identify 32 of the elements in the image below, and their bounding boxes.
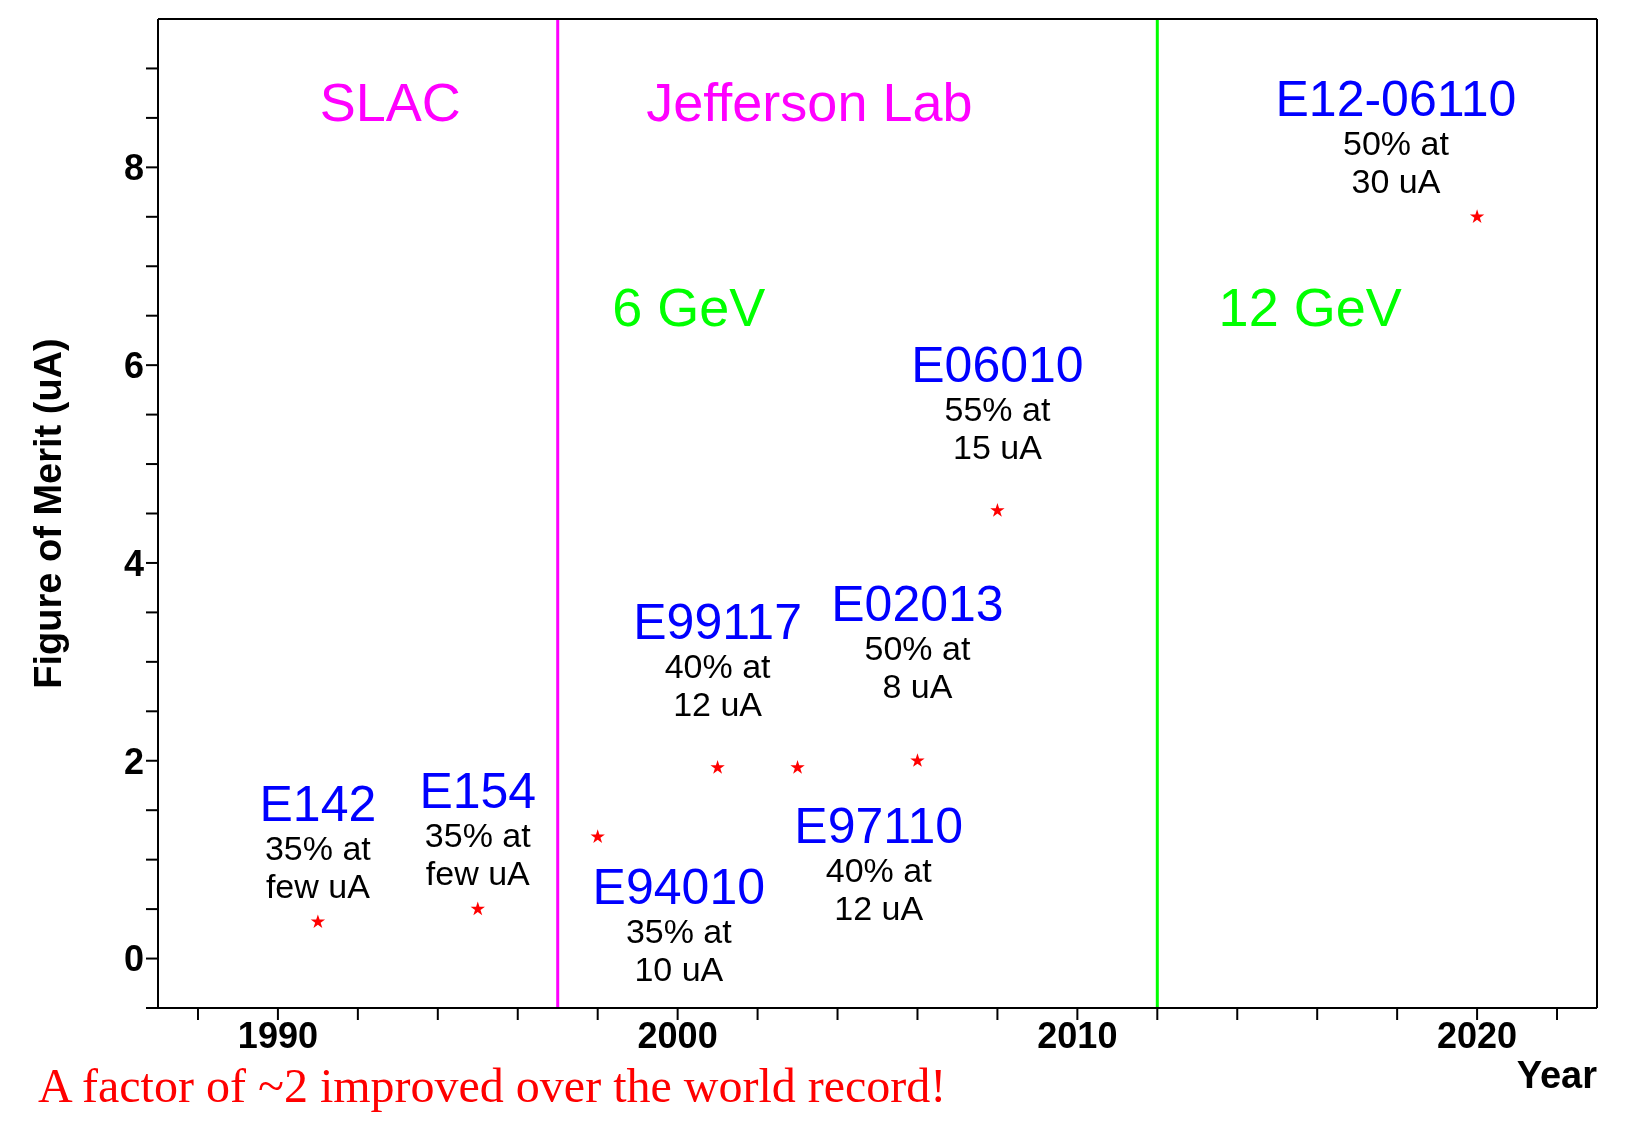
point (470, 901, 485, 916)
point (590, 829, 605, 844)
y-tick-label: 2 (123, 740, 144, 782)
x-tick-label: 2020 (1437, 1014, 1518, 1056)
point (910, 753, 925, 767)
annotation: E02013 50% at 8 uA (831, 575, 1004, 705)
x-tick-label: 2000 (637, 1014, 718, 1056)
annotation: SLAC (319, 72, 461, 133)
point (990, 502, 1005, 517)
y-tick-label: 6 (123, 344, 144, 386)
annotation: E142 35% at few uA (259, 776, 377, 906)
point (310, 914, 326, 929)
x-tick-label: 2010 (1037, 1014, 1118, 1056)
annotation: 12 GeV (1218, 277, 1402, 338)
x-tick-label: 1990 (237, 1014, 318, 1056)
point (1469, 209, 1485, 223)
text: A factor of ~2 improved over the world record! (38, 1058, 947, 1113)
y-tick-label: 8 (123, 147, 144, 189)
y-axis-title: Figure of Merit (uA) (27, 338, 70, 689)
annotation: Jefferson Lab (646, 72, 973, 133)
annotation: E154 35% at few uA (419, 762, 537, 892)
y-tick-label: 4 (123, 542, 144, 584)
y-tick-label: 0 (123, 938, 144, 980)
annotation: E06010 55% at 15 uA (911, 336, 1084, 466)
point (710, 760, 725, 774)
annotation: E99117 40% at 12 uA (633, 594, 802, 724)
annotation: E12-06110 50% at 30 uA (1275, 71, 1517, 201)
annotation: E97110 40% at 12 uA (794, 797, 964, 927)
annotation: 6 GeV (612, 277, 766, 338)
point (790, 760, 805, 774)
x-axis-title: Year (1516, 1054, 1598, 1096)
annotation: E94010 35% at 10 uA (592, 858, 766, 988)
